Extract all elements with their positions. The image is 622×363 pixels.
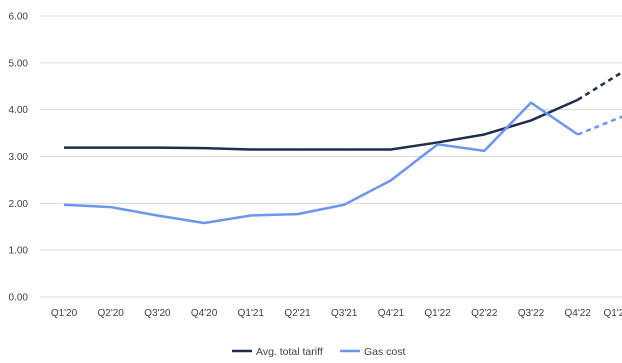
- series-lines: [63, 70, 622, 225]
- y-axis-ticks: 0.00 1.00 2.00 3.00 4.00 5.00 6.00: [9, 12, 29, 304]
- y-tick-label: 5.00: [9, 58, 29, 69]
- x-tick-label: Q4'22: [565, 308, 592, 319]
- series-line-avg-total-tariff: [64, 98, 579, 151]
- x-tick-label: Q2'20: [98, 308, 125, 319]
- y-tick-label: 1.00: [9, 246, 29, 257]
- x-tick-label: Q4'21: [378, 308, 405, 319]
- x-tick-label: Q1'20: [51, 308, 78, 319]
- x-tick-label: Q3'20: [144, 308, 171, 319]
- series-line-gas-cost: [63, 101, 579, 225]
- y-tick-label: 2.00: [9, 199, 29, 210]
- x-tick-label: Q1'23 (F): [603, 308, 622, 319]
- legend-label-gas-cost: Gas cost: [364, 346, 406, 358]
- legend-label-avg-total-tariff: Avg. total tariff: [256, 346, 323, 358]
- x-tick-label: Q1'21: [238, 308, 265, 319]
- x-tick-label: Q1'22: [424, 308, 451, 319]
- x-axis-ticks: Q1'20 Q2'20 Q3'20 Q4'20 Q1'21 Q2'21 Q3'21 Q4'21…: [51, 308, 622, 319]
- x-tick-label: Q2'22: [471, 308, 498, 319]
- series-forecast-avg-total-tariff: [577, 70, 622, 101]
- x-tick-label: Q3'22: [518, 308, 545, 319]
- y-tick-label: 4.00: [9, 105, 29, 116]
- y-tick-label: 3.00: [9, 152, 29, 163]
- x-tick-label: Q3'21: [331, 308, 358, 319]
- legend: Avg. total tariff Gas cost: [232, 346, 406, 358]
- y-tick-label: 6.00: [9, 12, 29, 23]
- series-forecast-gas-cost: [577, 115, 622, 136]
- gridlines: [40, 15, 622, 298]
- y-tick-label: 0.00: [9, 293, 29, 304]
- x-tick-label: Q2'21: [284, 308, 311, 319]
- x-tick-label: Q4'20: [191, 308, 218, 319]
